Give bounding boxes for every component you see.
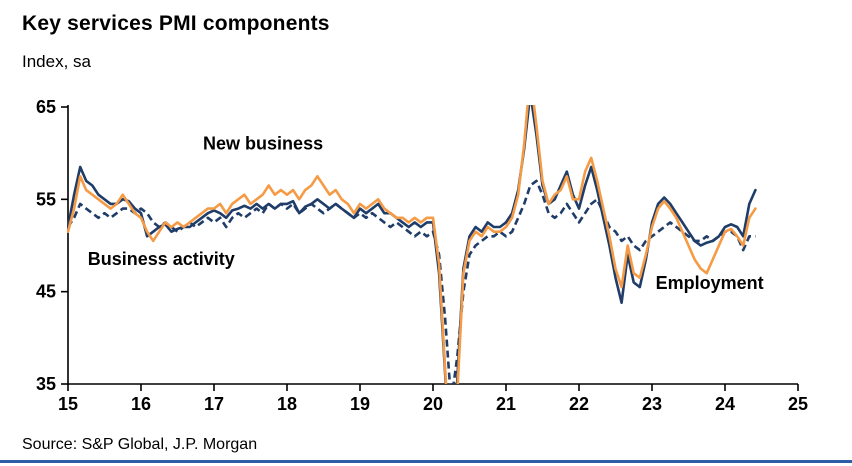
y-tick-label-35: 35 [36,374,56,394]
x-tick-label-21: 21 [496,394,516,414]
x-tick-label-20: 20 [423,394,443,414]
source-note: Source: S&P Global, J.P. Morgan [22,436,258,453]
annotation-employment: Employment [656,273,764,293]
x-tick-label-15: 15 [58,394,78,414]
chart-line-employment [67,179,756,384]
x-tick-label-23: 23 [642,394,662,414]
x-tick-label-17: 17 [204,394,224,414]
chart-subtitle: Index, sa [22,52,91,71]
y-tick-label-55: 55 [36,189,56,209]
y-tick-label-65: 65 [36,97,56,117]
chart-line-new-business [67,105,757,384]
x-tick-label-18: 18 [277,394,297,414]
annotation-business-activity: Business activity [88,249,235,269]
y-tick-label-45: 45 [36,282,56,302]
chart-title: Key services PMI components [22,12,330,35]
x-tick-label-16: 16 [131,394,151,414]
footer-accent-bar [0,460,852,463]
x-tick-label-22: 22 [569,394,589,414]
x-tick-label-25: 25 [788,394,808,414]
x-tick-label-19: 19 [350,394,370,414]
x-tick-label-24: 24 [715,394,735,414]
annotation-new-business: New business [203,133,323,153]
